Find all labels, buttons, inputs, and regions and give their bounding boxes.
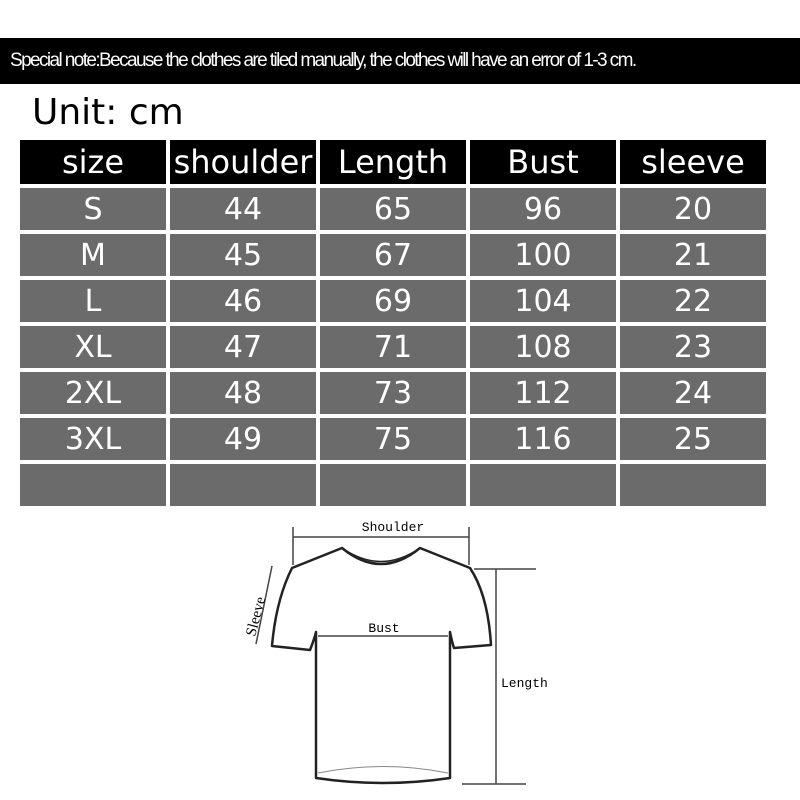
table-cell: 22 xyxy=(620,280,766,322)
column-header: size xyxy=(20,140,166,184)
table-cell: 75 xyxy=(320,418,466,460)
table-cell: 116 xyxy=(470,418,616,460)
column-header: Length xyxy=(320,140,466,184)
table-cell xyxy=(170,464,316,506)
table-cell: 65 xyxy=(320,188,466,230)
unit-label: Unit: cm xyxy=(32,92,184,133)
table-cell: 73 xyxy=(320,372,466,414)
size-table: size shoulder Length Bust sleeve S 44 65 96 20 M 4… xyxy=(16,136,770,510)
tshirt-outline xyxy=(270,546,493,785)
measurement-lines xyxy=(255,527,536,785)
table-row: S 44 65 96 20 xyxy=(20,188,766,230)
table-cell: 44 xyxy=(170,188,316,230)
table-cell: 25 xyxy=(620,418,766,460)
table-cell: 21 xyxy=(620,234,766,276)
table-row: 3XL 49 75 116 25 xyxy=(20,418,766,460)
table-cell: S xyxy=(20,188,166,230)
table-row: 2XL 48 73 112 24 xyxy=(20,372,766,414)
length-label: Length xyxy=(501,676,548,691)
table-cell xyxy=(470,464,616,506)
table-row xyxy=(20,464,766,506)
table-cell: 46 xyxy=(170,280,316,322)
table-cell: 3XL xyxy=(20,418,166,460)
table-header-row: size shoulder Length Bust sleeve xyxy=(20,140,766,184)
table-cell: 112 xyxy=(470,372,616,414)
table-cell: 104 xyxy=(470,280,616,322)
column-header: shoulder xyxy=(170,140,316,184)
sleeve-label: Sleeve xyxy=(243,595,269,638)
table-cell: 45 xyxy=(170,234,316,276)
table-cell: 24 xyxy=(620,372,766,414)
column-header: Bust xyxy=(470,140,616,184)
table-cell: 71 xyxy=(320,326,466,368)
table-cell: 20 xyxy=(620,188,766,230)
shoulder-label: Shoulder xyxy=(362,520,424,535)
special-note-banner: Special note:Because the clothes are til… xyxy=(0,38,800,84)
bust-label: Bust xyxy=(368,621,399,636)
table-row: M 45 67 100 21 xyxy=(20,234,766,276)
table-cell: 69 xyxy=(320,280,466,322)
table-cell: 96 xyxy=(470,188,616,230)
table-cell xyxy=(320,464,466,506)
table-cell: 108 xyxy=(470,326,616,368)
table-cell: 23 xyxy=(620,326,766,368)
table-cell: M xyxy=(20,234,166,276)
table-cell: 2XL xyxy=(20,372,166,414)
table-row: XL 47 71 108 23 xyxy=(20,326,766,368)
table-cell: 100 xyxy=(470,234,616,276)
column-header: sleeve xyxy=(620,140,766,184)
table-cell: L xyxy=(20,280,166,322)
table-cell xyxy=(620,464,766,506)
table-cell: 67 xyxy=(320,234,466,276)
table-cell: XL xyxy=(20,326,166,368)
table-cell: 48 xyxy=(170,372,316,414)
table-cell xyxy=(20,464,166,506)
table-cell: 49 xyxy=(170,418,316,460)
table-row: L 46 69 104 22 xyxy=(20,280,766,322)
table-cell: 47 xyxy=(170,326,316,368)
